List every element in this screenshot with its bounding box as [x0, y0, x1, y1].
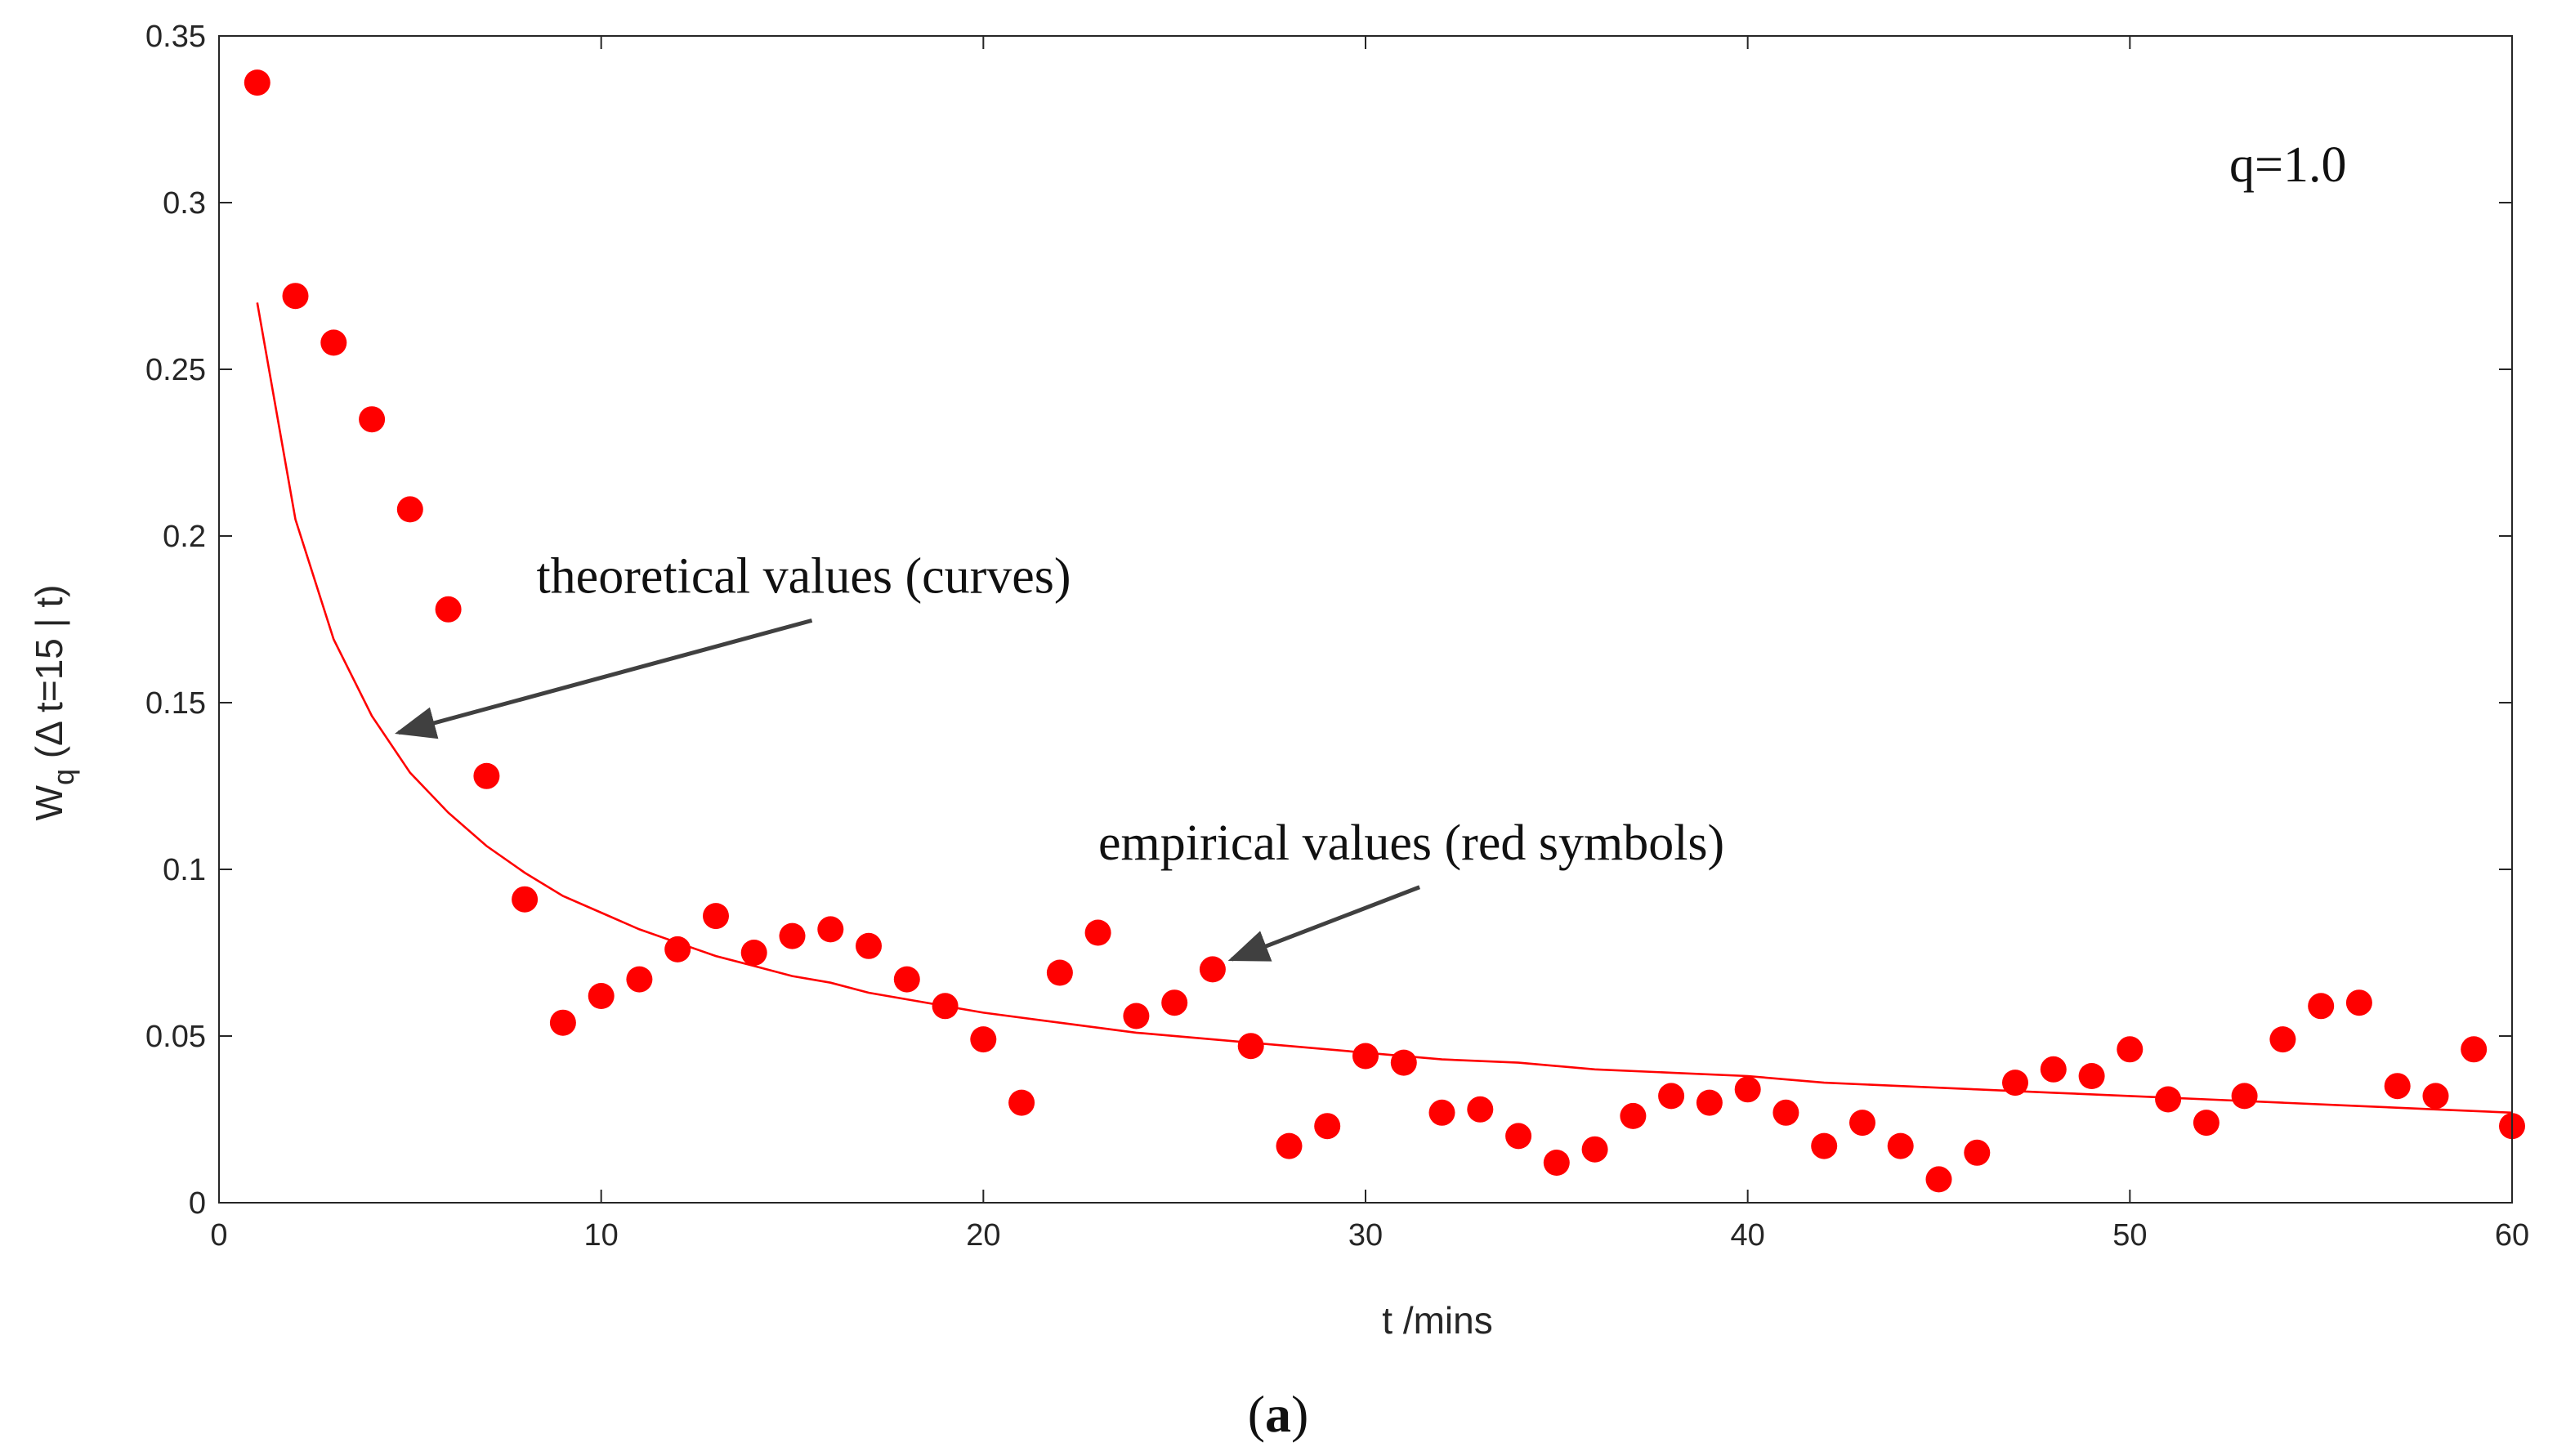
empirical-point	[703, 903, 729, 930]
empirical-point	[2231, 1083, 2258, 1110]
x-tick-label: 40	[1731, 1218, 1765, 1253]
empirical-point	[626, 966, 653, 993]
empirical-point	[435, 596, 462, 623]
empirical-point	[2155, 1086, 2182, 1113]
empirical-point	[1772, 1099, 1799, 1126]
empirical-point	[1925, 1166, 1952, 1193]
empirical-point	[1734, 1076, 1761, 1103]
y-tick-label: 0.2	[163, 520, 206, 554]
y-axis-title: Wq (Δ t=15 | t)	[28, 585, 80, 821]
axes: 0 10 20 30 40 50 60 0 0.05 0.1 0.15 0.2 0.25 0.3 0.35	[145, 20, 2529, 1253]
empirical-point	[1543, 1150, 1570, 1176]
empirical-point	[359, 406, 386, 433]
empirical-point	[2269, 1026, 2296, 1053]
empirical-point	[1008, 1089, 1035, 1116]
empirical-point	[932, 993, 959, 1020]
empirical-point	[320, 329, 347, 356]
empirical-point	[512, 886, 539, 913]
y-axis-title-subscript: q	[47, 769, 80, 785]
empirical-point	[2384, 1073, 2411, 1100]
x-axis-title: t /mins	[1382, 1299, 1492, 1342]
empirical-point	[1467, 1096, 1494, 1123]
empirical-point	[2040, 1056, 2067, 1083]
x-tick-label: 20	[966, 1218, 1000, 1253]
empirical-point	[1658, 1083, 1685, 1110]
empirical-point	[1811, 1132, 1838, 1159]
empirical-point	[2117, 1036, 2143, 1063]
empirical-point	[970, 1026, 997, 1053]
empirical-point	[817, 916, 844, 943]
empirical-point	[664, 936, 691, 962]
empirical-point	[2308, 993, 2335, 1020]
annotation-arrow	[1227, 885, 1421, 962]
annotation-arrow	[394, 618, 813, 739]
empirical-point	[1276, 1132, 1303, 1159]
y-tick-label: 0.15	[145, 686, 206, 721]
empirical-point	[2461, 1036, 2488, 1063]
empirical-point	[1123, 1003, 1150, 1029]
y-tick-label: 0.3	[163, 186, 206, 221]
annotation-label: theoretical values (curves)	[536, 548, 1071, 604]
empirical-point	[1505, 1123, 1532, 1150]
y-axis-title-main: W	[28, 784, 70, 820]
panel-parameter-label: q=1.0	[2229, 137, 2346, 193]
empirical-point	[1964, 1139, 1991, 1166]
x-tick-label: 30	[1348, 1218, 1383, 1253]
empirical-point	[1849, 1110, 1875, 1137]
caption-letter: a	[1265, 1385, 1291, 1443]
y-tick-label: 0.05	[145, 1020, 206, 1054]
empirical-point	[856, 932, 882, 959]
empirical-point	[282, 283, 309, 310]
y-tick-label: 0.35	[145, 20, 206, 54]
empirical-point	[588, 983, 615, 1009]
y-axis-title-rest: (Δ t=15 | t)	[28, 585, 70, 770]
empirical-point	[1620, 1102, 1647, 1129]
empirical-point	[244, 69, 270, 96]
empirical-points-layer	[244, 69, 2525, 1193]
x-tick-label: 50	[2112, 1218, 2147, 1253]
empirical-point	[1084, 919, 1111, 946]
caption-open: (	[1248, 1385, 1265, 1443]
empirical-point	[2193, 1110, 2219, 1137]
annotations: theoretical values (curves) empirical val…	[394, 548, 1724, 962]
empirical-point	[1696, 1089, 1723, 1116]
empirical-point	[2345, 989, 2372, 1016]
empirical-point	[740, 940, 767, 966]
empirical-point	[1428, 1099, 1455, 1126]
figure-caption: (a)	[1248, 1385, 1309, 1443]
empirical-point	[1390, 1049, 1417, 1076]
annotation-label: empirical values (red symbols)	[1098, 815, 1724, 871]
empirical-point	[1199, 956, 1226, 983]
empirical-point	[779, 922, 806, 949]
empirical-point	[1161, 989, 1188, 1016]
empirical-point	[549, 1009, 576, 1036]
x-tick-label: 10	[584, 1218, 619, 1253]
empirical-point	[2078, 1063, 2105, 1089]
x-tick-label: 0	[210, 1218, 227, 1253]
empirical-point	[2422, 1083, 2449, 1110]
y-tick-label: 0.25	[145, 353, 206, 387]
empirical-point	[893, 966, 920, 993]
caption-close: )	[1291, 1385, 1308, 1443]
empirical-point	[2002, 1070, 2028, 1096]
empirical-point	[473, 762, 500, 789]
empirical-point	[1581, 1136, 1608, 1163]
x-tick-label: 60	[2495, 1218, 2529, 1253]
empirical-point	[1887, 1132, 1914, 1159]
empirical-point	[1046, 959, 1073, 986]
empirical-point	[396, 496, 423, 523]
y-tick-label: 0.1	[163, 853, 206, 887]
empirical-point	[1237, 1033, 1264, 1060]
y-tick-label: 0	[189, 1186, 206, 1221]
empirical-point	[1352, 1043, 1379, 1070]
empirical-point	[1314, 1113, 1341, 1140]
